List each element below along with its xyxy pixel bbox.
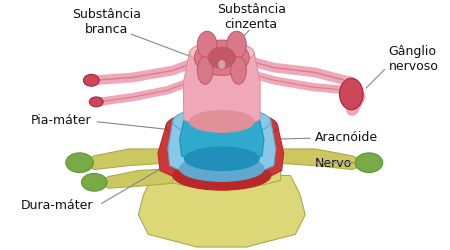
Text: Substância
branca: Substância branca	[72, 8, 141, 36]
Polygon shape	[139, 176, 305, 247]
Text: Dura-máter: Dura-máter	[21, 198, 93, 211]
Ellipse shape	[197, 58, 213, 85]
Ellipse shape	[173, 107, 271, 137]
Polygon shape	[94, 169, 173, 188]
Text: Aracnóide: Aracnóide	[315, 130, 378, 143]
Polygon shape	[80, 149, 173, 170]
Polygon shape	[168, 122, 276, 175]
Ellipse shape	[184, 102, 259, 126]
Text: Nervo: Nervo	[315, 156, 352, 170]
Ellipse shape	[66, 153, 93, 173]
Ellipse shape	[227, 32, 246, 60]
Ellipse shape	[166, 110, 278, 144]
Text: Substância
cinzenta: Substância cinzenta	[217, 2, 286, 30]
Ellipse shape	[189, 43, 254, 64]
Ellipse shape	[81, 174, 107, 191]
Ellipse shape	[218, 60, 226, 70]
Ellipse shape	[231, 58, 246, 85]
Ellipse shape	[180, 156, 264, 182]
Ellipse shape	[171, 116, 273, 148]
Ellipse shape	[208, 48, 235, 69]
Ellipse shape	[189, 111, 254, 133]
Ellipse shape	[83, 75, 99, 87]
Ellipse shape	[197, 32, 217, 60]
Text: Gânglio
nervoso: Gânglio nervoso	[389, 44, 438, 72]
Ellipse shape	[339, 79, 363, 110]
Ellipse shape	[173, 161, 271, 190]
Ellipse shape	[194, 41, 249, 76]
Polygon shape	[163, 132, 281, 188]
Ellipse shape	[90, 98, 103, 107]
Polygon shape	[184, 54, 260, 129]
Polygon shape	[158, 127, 284, 180]
Ellipse shape	[184, 148, 259, 171]
Polygon shape	[271, 149, 369, 170]
Text: Pia-máter: Pia-máter	[31, 114, 91, 126]
Ellipse shape	[355, 153, 382, 173]
Polygon shape	[180, 114, 264, 164]
